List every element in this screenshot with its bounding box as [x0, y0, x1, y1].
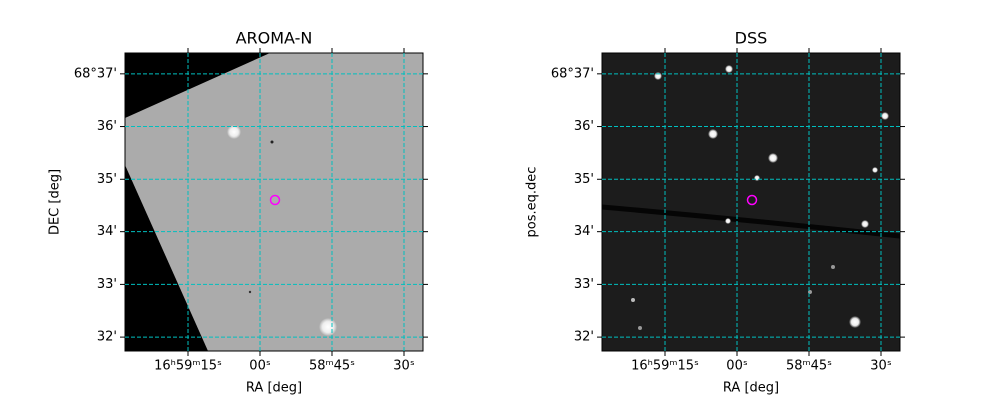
y-tick-label: 35': [574, 172, 594, 187]
x-tick-label: 16ʰ59ᵐ15ˢ: [154, 359, 222, 374]
y-tick-label: 36': [97, 119, 117, 134]
y-tick-label: 32': [97, 330, 117, 345]
y-tick-label: 32': [574, 330, 594, 345]
target-marker: [269, 194, 281, 206]
x-tick-label: 30ˢ: [870, 359, 892, 374]
y-tick-label: 36': [574, 119, 594, 134]
x-tick-label: 00ˢ: [249, 359, 271, 374]
y-axis-label: pos.eq.dec: [525, 167, 540, 238]
y-tick-label: 33': [97, 277, 117, 292]
axes-frame: [124, 52, 424, 352]
y-tick-label: 34': [97, 224, 117, 239]
x-axis-label: RA [deg]: [723, 381, 779, 396]
x-axis-label: RA [deg]: [246, 381, 302, 396]
y-axis-label: DEC [deg]: [48, 169, 63, 235]
panel-title: AROMA-N: [236, 29, 313, 48]
dss-image: [602, 53, 900, 351]
x-tick-label: 16ʰ59ᵐ15ˢ: [631, 359, 699, 374]
y-tick-label: 33': [574, 277, 594, 292]
panel-title: DSS: [735, 29, 768, 48]
y-tick-label: 68°37': [551, 66, 594, 81]
x-tick-label: 00ˢ: [726, 359, 748, 374]
x-tick-label: 30ˢ: [393, 359, 415, 374]
y-tick-label: 35': [97, 172, 117, 187]
aroma-image: [125, 53, 423, 351]
x-tick-label: 58ᵐ45ˢ: [309, 359, 355, 374]
x-tick-label: 58ᵐ45ˢ: [786, 359, 832, 374]
y-tick-label: 68°37': [74, 66, 117, 81]
y-tick-label: 34': [574, 224, 594, 239]
target-marker: [746, 194, 758, 206]
axes-frame: [601, 52, 901, 352]
